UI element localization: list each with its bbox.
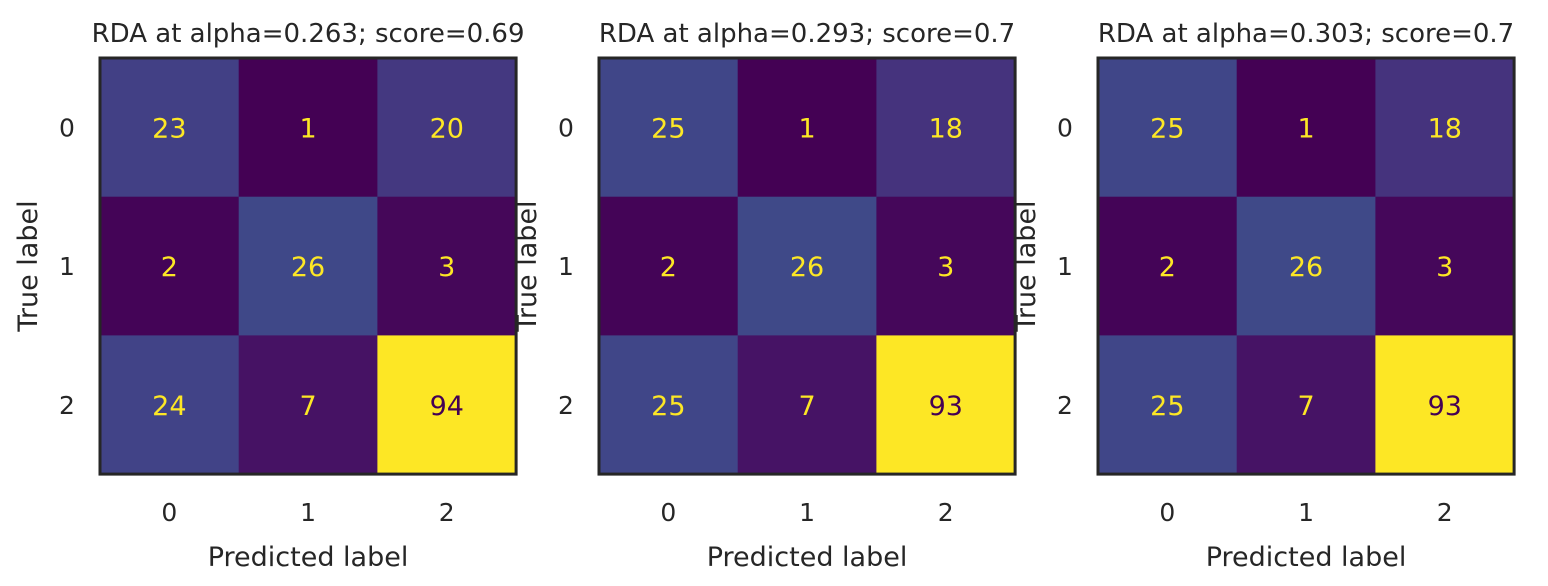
heatmap-cell (238, 335, 378, 475)
heatmap-cell (737, 335, 877, 475)
heatmap-cell (238, 58, 378, 198)
chart-title: RDA at alpha=0.293; score=0.7 (599, 19, 1015, 49)
cell-value-label: 23 (152, 113, 186, 144)
cell-value-label: 7 (1297, 391, 1314, 422)
cell-value-label: 25 (1150, 391, 1184, 422)
cell-value-label: 3 (937, 252, 954, 283)
y-axis-label: True label (512, 200, 543, 332)
heatmap-cell (238, 196, 378, 336)
heatmap-cell (377, 335, 517, 475)
heatmap-cell (599, 196, 739, 336)
cell-value-label: 1 (299, 113, 316, 144)
x-tick-label: 0 (1159, 498, 1175, 527)
heatmap-cell (876, 58, 1016, 198)
heatmap-cell (599, 335, 739, 475)
cell-value-label: 7 (299, 391, 316, 422)
plot-frame (1096, 56, 1516, 476)
heatmap-cell (1098, 335, 1238, 475)
y-tick-label: 2 (1057, 391, 1073, 420)
heatmap-cell (1375, 335, 1515, 475)
cell-value-label: 26 (790, 252, 824, 283)
cell-value-label: 24 (152, 391, 186, 422)
y-tick-label: 0 (558, 113, 574, 142)
heatmap-cell (599, 58, 739, 198)
cell-value-label: 2 (161, 252, 178, 283)
x-tick-label: 0 (660, 498, 676, 527)
y-tick-label: 0 (59, 113, 75, 142)
cell-value-label: 3 (438, 252, 455, 283)
chart-title: RDA at alpha=0.263; score=0.69 (92, 19, 525, 49)
cell-value-label: 7 (798, 391, 815, 422)
x-tick-label: 2 (938, 498, 954, 527)
y-axis-label: True label (1011, 200, 1042, 332)
plot-frame (597, 56, 1017, 476)
cell-value-label: 2 (1159, 252, 1176, 283)
cell-value-label: 25 (651, 113, 685, 144)
heatmap-cell (1375, 196, 1515, 336)
heatmap-cell (1098, 196, 1238, 336)
x-tick-label: 0 (161, 498, 177, 527)
heatmap-cell (100, 196, 240, 336)
y-tick-label: 1 (558, 252, 574, 281)
heatmap-cell (100, 58, 240, 198)
x-tick-label: 1 (1298, 498, 1314, 527)
heatmap-cell (377, 196, 517, 336)
heatmap-cell (1098, 58, 1238, 198)
heatmap-cell (876, 196, 1016, 336)
x-axis-label: Predicted label (707, 542, 908, 573)
heatmap-cell (1236, 335, 1376, 475)
y-tick-label: 1 (59, 252, 75, 281)
heatmap-cell (1236, 58, 1376, 198)
cell-value-label: 20 (430, 113, 464, 144)
x-tick-label: 1 (300, 498, 316, 527)
cell-value-label: 25 (651, 391, 685, 422)
plot-frame (98, 56, 518, 476)
y-tick-label: 2 (59, 391, 75, 420)
chart-title: RDA at alpha=0.303; score=0.7 (1098, 19, 1514, 49)
x-axis-label: Predicted label (208, 542, 409, 573)
y-tick-label: 1 (1057, 252, 1073, 281)
cell-value-label: 93 (929, 391, 963, 422)
x-tick-label: 2 (1437, 498, 1453, 527)
heatmap-cell (737, 58, 877, 198)
cell-value-label: 2 (660, 252, 677, 283)
heatmap-cell (100, 335, 240, 475)
heatmap-cell (377, 58, 517, 198)
cell-value-label: 3 (1436, 252, 1453, 283)
y-tick-label: 2 (558, 391, 574, 420)
cell-value-label: 26 (291, 252, 325, 283)
cell-value-label: 18 (1428, 113, 1462, 144)
confusion-matrix-panel: 25 1 18 2 26 3 25 7 93 RDA at alpha=0.303; score=… (1011, 19, 1516, 573)
cell-value-label: 1 (1297, 113, 1314, 144)
heatmap-cell (1375, 58, 1515, 198)
x-tick-label: 1 (799, 498, 815, 527)
y-tick-label: 0 (1057, 113, 1073, 142)
cell-value-label: 1 (798, 113, 815, 144)
x-tick-label: 2 (439, 498, 455, 527)
heatmap-cell (1236, 196, 1376, 336)
heatmap-cell (737, 196, 877, 336)
cell-value-label: 25 (1150, 113, 1184, 144)
cell-value-label: 94 (430, 391, 464, 422)
x-axis-label: Predicted label (1206, 542, 1407, 573)
heatmap-cell (876, 335, 1016, 475)
cell-value-label: 93 (1428, 391, 1462, 422)
confusion-matrix-panel: 25 1 18 2 26 3 25 7 93 RDA at alpha=0.293; score=… (512, 19, 1017, 573)
cell-value-label: 26 (1289, 252, 1323, 283)
y-axis-label: True label (13, 200, 44, 332)
cell-value-label: 18 (929, 113, 963, 144)
